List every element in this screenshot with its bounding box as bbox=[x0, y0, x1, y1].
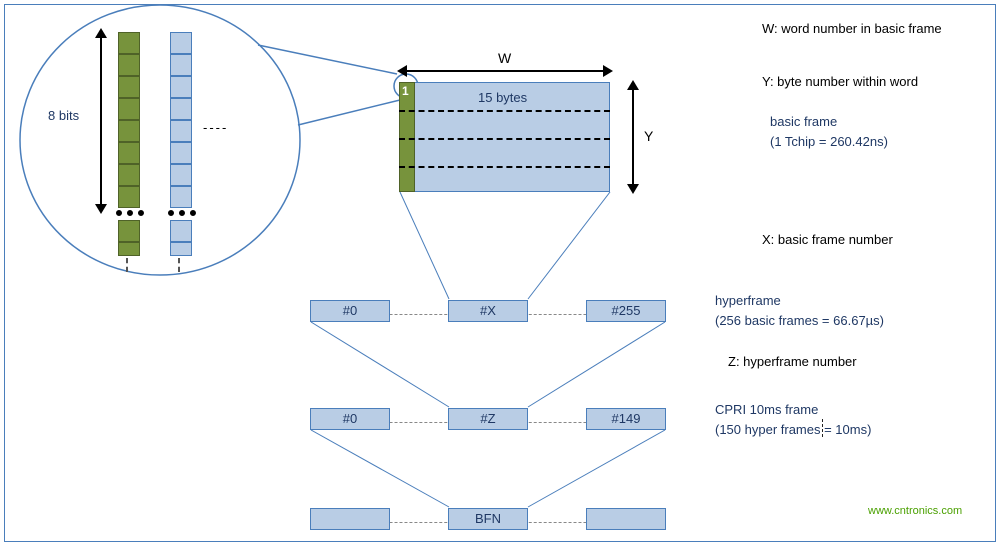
legend-basic-frame: basic frame bbox=[770, 114, 837, 129]
bfn-mid: BFN bbox=[448, 508, 528, 530]
arrow-8bits bbox=[100, 36, 102, 206]
cpri-frame-diagram: { "legend": { "W": "W: word number in ba… bbox=[0, 0, 1002, 544]
label-Yaxis: Y bbox=[644, 128, 653, 144]
arrow-W bbox=[405, 70, 605, 72]
watermark: www.cntronics.com bbox=[868, 505, 962, 517]
legend-W: W: word number in basic frame bbox=[762, 18, 972, 40]
arrow-Y bbox=[632, 88, 634, 186]
label-W: W bbox=[498, 50, 511, 66]
legend-Z: Z: hyperframe number bbox=[728, 354, 857, 369]
gap-dots-blue bbox=[168, 210, 196, 216]
bit-olive bbox=[118, 32, 140, 54]
bit-blue bbox=[170, 32, 192, 54]
hyper-mid: #X bbox=[448, 300, 528, 322]
cursor-mark bbox=[822, 419, 823, 437]
hyper-last: #255 bbox=[586, 300, 666, 322]
bfn-first bbox=[310, 508, 390, 530]
label-15bytes: 15 bytes bbox=[478, 90, 527, 105]
gap-dots-olive bbox=[116, 210, 144, 216]
legend-hyperframe: hyperframe bbox=[715, 293, 781, 308]
control-word bbox=[399, 82, 415, 192]
bfn-last bbox=[586, 508, 666, 530]
legend-X: X: basic frame number bbox=[762, 232, 893, 247]
legend-hyperframe-detail: (256 basic frames = 66.67µs) bbox=[715, 313, 884, 328]
legend-Y: Y: byte number within word bbox=[762, 74, 918, 89]
ellipsis-between-columns: ---- bbox=[203, 120, 228, 135]
legend-basic-frame-detail: (1 Tchip = 260.42ns) bbox=[770, 134, 888, 149]
cpri-first: #0 bbox=[310, 408, 390, 430]
hyper-first: #0 bbox=[310, 300, 390, 322]
label-8bits: 8 bits bbox=[48, 108, 79, 123]
cpri-mid: #Z bbox=[448, 408, 528, 430]
cpri-last: #149 bbox=[586, 408, 666, 430]
legend-cpri-detail: (150 hyper frames = 10ms) bbox=[715, 422, 871, 437]
control-word-label: 1 bbox=[402, 84, 409, 98]
legend-cpri: CPRI 10ms frame bbox=[715, 402, 818, 417]
